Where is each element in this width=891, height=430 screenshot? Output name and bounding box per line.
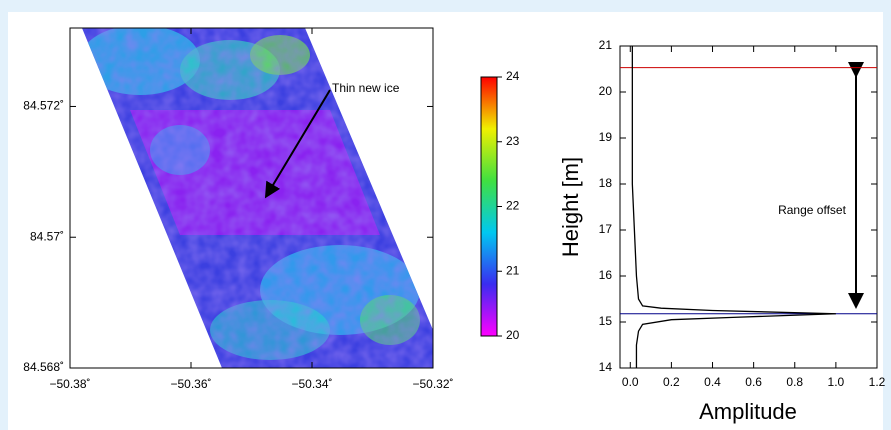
- colorbar-tick-label: 23: [506, 134, 520, 148]
- y-tick-label: 18: [599, 176, 613, 190]
- colorbar-tick-label: 20: [506, 328, 520, 342]
- y-axis-label: Height [m]: [558, 157, 583, 257]
- colorbar-tick-label: 22: [506, 199, 520, 213]
- waveform-line: [631, 46, 836, 368]
- annotation: Thin new ice: [332, 81, 400, 95]
- x-tick-label: 0.0: [622, 375, 639, 389]
- map-frame: [69, 27, 434, 369]
- y-tick-label: 15: [599, 314, 613, 328]
- x-tick-label: 0.2: [663, 375, 680, 389]
- x-tick-label: 0.8: [786, 375, 803, 389]
- x-axis-label: Amplitude: [699, 399, 797, 424]
- y-tick-label: 84.568˚: [23, 360, 64, 374]
- x-tick-label: −50.32˚: [412, 377, 453, 391]
- x-tick-label: −50.38˚: [49, 377, 90, 391]
- y-tick-label: 84.572˚: [23, 99, 64, 113]
- y-tick-label: 14: [599, 360, 613, 374]
- annotation-arrow: [264, 89, 331, 199]
- y-tick-label: 19: [599, 130, 613, 144]
- colorbar: [480, 76, 498, 337]
- plot-frame: [619, 45, 878, 369]
- x-tick-label: 0.6: [745, 375, 762, 389]
- y-tick-label: 20: [599, 84, 613, 98]
- x-tick-label: 1.0: [828, 375, 845, 389]
- y-tick-label: 17: [599, 222, 613, 236]
- colorbar-tick-label: 24: [506, 69, 520, 83]
- x-tick-label: 1.2: [869, 375, 886, 389]
- colorbar-tick-label: 21: [506, 263, 520, 277]
- y-tick-label: 21: [599, 38, 613, 52]
- x-tick-label: 0.4: [704, 375, 721, 389]
- y-tick-label: 84.57˚: [30, 229, 64, 243]
- x-tick-label: −50.34˚: [291, 377, 332, 391]
- x-tick-label: −50.36˚: [170, 377, 211, 391]
- annotation: Range offset: [778, 203, 846, 217]
- y-tick-label: 16: [599, 268, 613, 282]
